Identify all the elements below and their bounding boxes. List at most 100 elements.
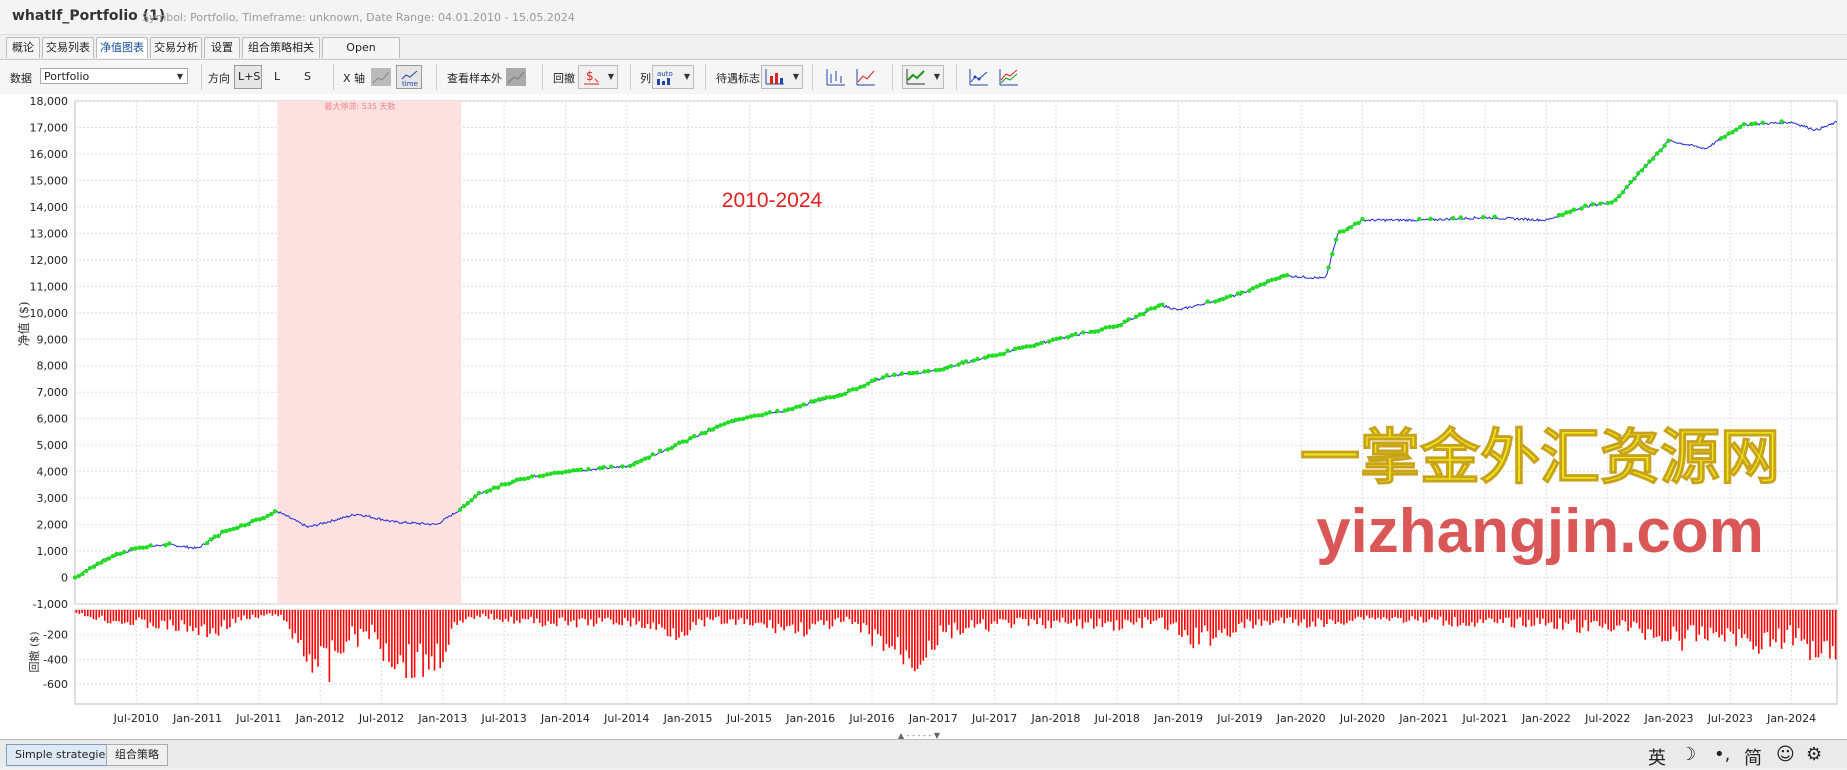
new-high-marker (831, 394, 837, 400)
new-high-marker (461, 503, 467, 509)
new-high-marker (1111, 324, 1116, 330)
xaxis-time-button[interactable]: time (396, 65, 422, 89)
new-high-marker (491, 485, 497, 490)
ime-language-toggle[interactable]: 英 (1648, 748, 1666, 769)
multi-series-button[interactable] (996, 65, 1022, 89)
new-high-marker (272, 509, 278, 514)
new-high-marker (510, 479, 516, 484)
new-high-marker (812, 398, 818, 404)
new-high-marker (839, 392, 844, 398)
equity-style-dropdown[interactable]: ▼ (902, 65, 944, 89)
new-high-marker (1579, 206, 1584, 211)
ime-simplified-toggle[interactable]: 简 (1744, 748, 1762, 769)
emoji-icon[interactable]: ☺ (1776, 744, 1795, 765)
new-high-marker (892, 372, 897, 377)
out-of-sample-button[interactable] (503, 65, 529, 89)
out-of-sample-icon (506, 68, 526, 86)
new-high-marker (137, 545, 142, 550)
new-high-marker (1035, 342, 1041, 347)
new-high-marker (899, 371, 905, 376)
new-high-marker (586, 466, 591, 472)
gear-icon[interactable]: ⚙ (1806, 744, 1823, 765)
new-high-marker (767, 410, 772, 415)
direction-long-button[interactable]: L (274, 70, 281, 83)
y-tick-label: 6,000 (37, 413, 69, 426)
new-high-marker (118, 551, 123, 556)
tab-trade-analysis[interactable]: 交易分析 (150, 37, 202, 58)
xaxis-trades-button[interactable] (368, 65, 394, 89)
new-high-marker (1658, 148, 1664, 153)
compare-chart-button[interactable] (966, 65, 992, 89)
benchmark-chart-icon (765, 69, 784, 85)
new-high-marker (1050, 337, 1056, 342)
new-high-marker (133, 546, 138, 551)
new-high-marker (692, 433, 697, 439)
data-select[interactable]: Portfolio ▼ (40, 68, 188, 84)
new-high-marker (1666, 138, 1671, 143)
new-high-marker (1254, 284, 1260, 289)
new-high-marker (1265, 278, 1271, 284)
xaxis-label: X 轴 (343, 72, 366, 85)
direction-short-button[interactable]: S (304, 70, 311, 83)
benchmark-dropdown[interactable]: ▼ (761, 65, 803, 89)
columns-dropdown[interactable]: auto ▼ (652, 65, 694, 89)
new-high-marker (1016, 345, 1022, 351)
tab-simple-strategies[interactable]: Simple strategies (6, 744, 120, 766)
chart-style-bars-button[interactable] (823, 65, 849, 89)
new-high-marker (238, 523, 244, 528)
new-high-marker (744, 415, 750, 420)
new-high-marker (971, 358, 976, 363)
drawdown-series (75, 610, 1837, 682)
new-high-marker (707, 427, 712, 432)
new-high-marker (609, 464, 614, 469)
new-high-marker (926, 368, 931, 374)
moon-icon[interactable]: ☽ (1680, 744, 1697, 765)
new-high-marker (642, 456, 648, 461)
new-high-marker (737, 417, 742, 422)
y-axis-label: 净值 ($) (16, 302, 31, 347)
toolbar-divider (705, 64, 706, 90)
new-high-marker (208, 537, 214, 542)
window-title: whatIf_Portfolio (1) (12, 8, 166, 24)
new-high-marker (1632, 176, 1637, 181)
new-high-marker (525, 476, 531, 481)
new-high-marker (1224, 295, 1229, 300)
new-high-marker (220, 529, 225, 534)
new-high-marker (1065, 335, 1071, 340)
new-high-marker (797, 404, 803, 409)
new-high-marker (1073, 331, 1078, 337)
tab-equity-chart[interactable]: 净值图表 (96, 37, 148, 58)
new-high-marker (1031, 343, 1037, 349)
new-high-marker (975, 356, 980, 362)
equity-series (72, 119, 1838, 580)
x-tick-label: Jan-2014 (540, 712, 590, 725)
new-high-marker (129, 546, 134, 552)
drawdown-dollar-icon: $ (584, 69, 599, 85)
new-high-marker (223, 528, 229, 534)
new-high-marker (1730, 130, 1735, 135)
tab-portfolio-strategies[interactable]: 组合策略 (106, 744, 168, 766)
new-high-marker (718, 423, 723, 428)
panel-splitter-handle[interactable]: ▲ - - - - - ▼ (898, 731, 940, 740)
new-high-marker (1360, 216, 1365, 222)
new-high-marker (1417, 216, 1422, 222)
y-tick-label: 9,000 (37, 333, 69, 346)
tab-portfolio-correlation[interactable]: 组合策略相关性 (242, 37, 320, 74)
x-tick-label: Jan-2017 (908, 712, 958, 725)
tab-open-balances[interactable]: Open balances (322, 37, 400, 74)
tab-trade-list[interactable]: 交易列表 (42, 37, 94, 58)
x-tick-label: Jan-2011 (172, 712, 222, 725)
new-high-marker (1605, 200, 1611, 206)
new-high-marker (559, 470, 565, 475)
tab-settings[interactable]: 设置 (204, 37, 240, 58)
new-high-marker (91, 564, 97, 569)
new-high-marker (639, 458, 644, 463)
direction-ls-button[interactable]: L+S (234, 65, 262, 89)
new-high-marker (665, 447, 670, 452)
chart-style-line-button[interactable] (853, 65, 879, 89)
punctuation-icon[interactable]: •, (1714, 744, 1731, 765)
new-high-marker (941, 367, 946, 372)
new-high-marker (567, 469, 572, 474)
drawdown-dropdown[interactable]: $ ▼ (578, 65, 618, 89)
tab-overview[interactable]: 概论 (6, 37, 40, 58)
